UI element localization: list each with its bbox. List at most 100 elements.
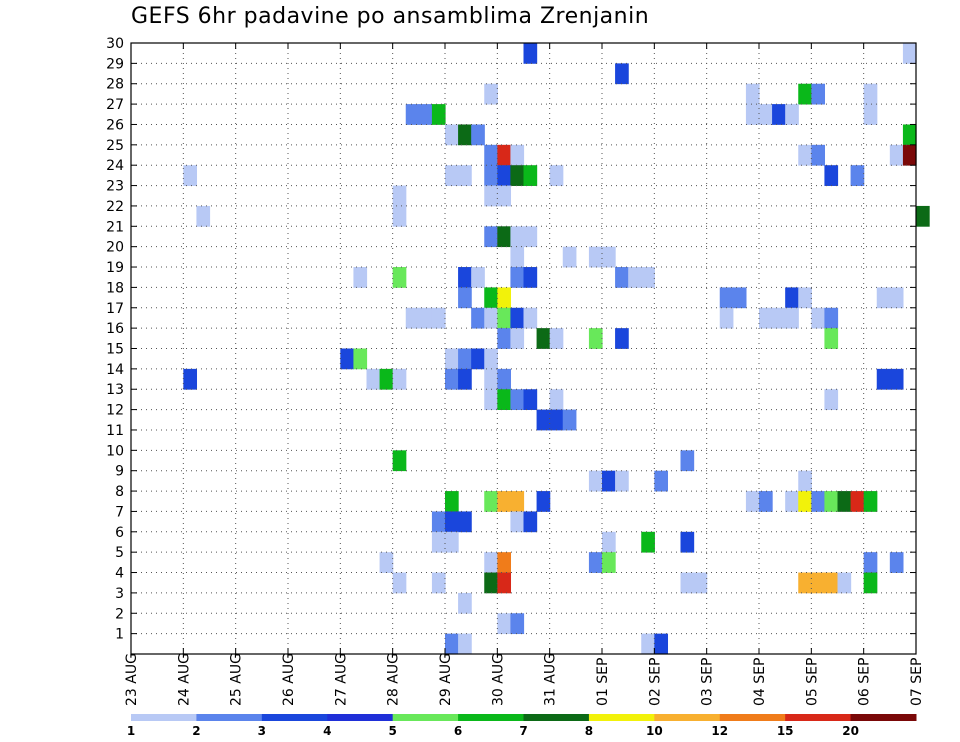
heatmap-cell [588, 470, 603, 492]
heatmap-cell [523, 165, 538, 186]
heatmap-cell [484, 572, 498, 594]
heatmap-cell [824, 328, 839, 349]
heatmap-cell [680, 531, 695, 553]
heatmap-cell [889, 287, 904, 309]
heatmap-cell [850, 491, 865, 512]
y-tick-label: 2 [115, 606, 124, 622]
heatmap-cell [902, 43, 917, 64]
heatmap-cell [745, 104, 760, 125]
heatmap-cell [772, 307, 786, 329]
heatmap-cell [785, 491, 799, 512]
y-tick-label: 4 [115, 566, 124, 582]
y-tick-label: 27 [106, 97, 124, 113]
heatmap-cell [902, 124, 917, 146]
heatmap-cell [562, 246, 577, 268]
heatmap-cell [824, 572, 839, 594]
y-tick-label: 29 [106, 56, 124, 72]
y-axis: 1234567891011121314151617181920212223242… [106, 36, 916, 643]
heatmap-cell [497, 144, 512, 166]
y-tick-label: 22 [106, 199, 124, 215]
heatmap-cell [654, 633, 669, 655]
heatmap-cell [510, 165, 525, 186]
heatmap-cell [497, 572, 512, 594]
heatmap-cell [510, 226, 525, 248]
heatmap-cell [523, 226, 538, 248]
heatmap-cell [196, 205, 211, 227]
y-tick-label: 12 [106, 403, 124, 419]
heatmap-cell [484, 226, 498, 248]
heatmap-cell [824, 389, 839, 410]
heatmap-cell [366, 368, 381, 390]
gridlines [130, 43, 916, 654]
legend-swatch [392, 714, 459, 721]
y-tick-label: 16 [106, 321, 124, 337]
heatmap-cell [549, 328, 564, 349]
heatmap-cells [183, 43, 930, 655]
y-tick-label: 25 [106, 138, 124, 154]
legend-label: 4 [323, 724, 331, 738]
heatmap-cell [458, 287, 472, 309]
y-tick-label: 5 [115, 545, 124, 561]
heatmap-cell [641, 633, 655, 655]
heatmap-cell [497, 328, 512, 349]
heatmap-cell [484, 287, 498, 309]
heatmap-cell [602, 531, 616, 553]
heatmap-cell [510, 144, 525, 166]
heatmap-cell [785, 104, 799, 125]
heatmap-cell [523, 43, 538, 64]
color-legend: 1 2 3 4 5 6 7 8 10 12 15 20 [127, 714, 917, 738]
heatmap-cell [863, 552, 878, 573]
heatmap-cell [471, 124, 485, 146]
x-tick-label: 28 AUG [386, 653, 402, 706]
heatmap-cell [719, 307, 734, 329]
heatmap-cell [484, 165, 498, 186]
x-tick-label: 07 SEP [909, 658, 925, 706]
heatmap-cell [484, 83, 498, 105]
heatmap-cell [588, 246, 603, 268]
heatmap-cell [824, 307, 839, 329]
heatmap-cell [693, 572, 708, 594]
heatmap-cell [445, 348, 459, 370]
heatmap-cell [811, 491, 826, 512]
heatmap-cell [510, 246, 525, 268]
y-tick-label: 28 [106, 77, 124, 93]
heatmap-cell [824, 165, 839, 186]
x-tick-label: 25 AUG [229, 653, 245, 706]
heatmap-cell [445, 511, 459, 533]
heatmap-cell [445, 633, 459, 655]
heatmap-cell [484, 185, 498, 207]
heatmap-cell [497, 491, 512, 512]
heatmap-cell [745, 83, 760, 105]
heatmap-cell [798, 144, 812, 166]
heatmap-cell [497, 165, 512, 186]
heatmap-cell [536, 491, 551, 512]
heatmap-cell [497, 613, 512, 635]
heatmap-cell [458, 592, 472, 614]
heatmap-cell [497, 287, 512, 309]
legend-swatch [850, 714, 917, 721]
heatmap-cell [458, 267, 472, 288]
legend-swatch [196, 714, 263, 721]
y-tick-label: 14 [106, 362, 124, 378]
x-tick-label: 31 AUG [543, 653, 559, 706]
heatmap-cell [445, 368, 459, 390]
heatmap-cell [497, 368, 512, 390]
heatmap-cell [458, 124, 472, 146]
heatmap-cell [876, 368, 891, 390]
legend-swatch [327, 714, 394, 721]
y-tick-label: 21 [106, 219, 124, 235]
heatmap-cell [458, 633, 472, 655]
heatmap-cell [916, 205, 930, 227]
heatmap-cell [484, 389, 498, 410]
heatmap-cell [445, 531, 459, 553]
heatmap-cell [745, 491, 760, 512]
heatmap-cell [431, 572, 446, 594]
heatmap-cell [759, 491, 773, 512]
y-tick-label: 6 [115, 525, 124, 541]
y-tick-label: 19 [106, 260, 124, 276]
legend-swatch [785, 714, 852, 721]
heatmap-cell [785, 287, 799, 309]
heatmap-cell [405, 104, 420, 125]
heatmap-cell [458, 348, 472, 370]
heatmap-cell [641, 267, 655, 288]
